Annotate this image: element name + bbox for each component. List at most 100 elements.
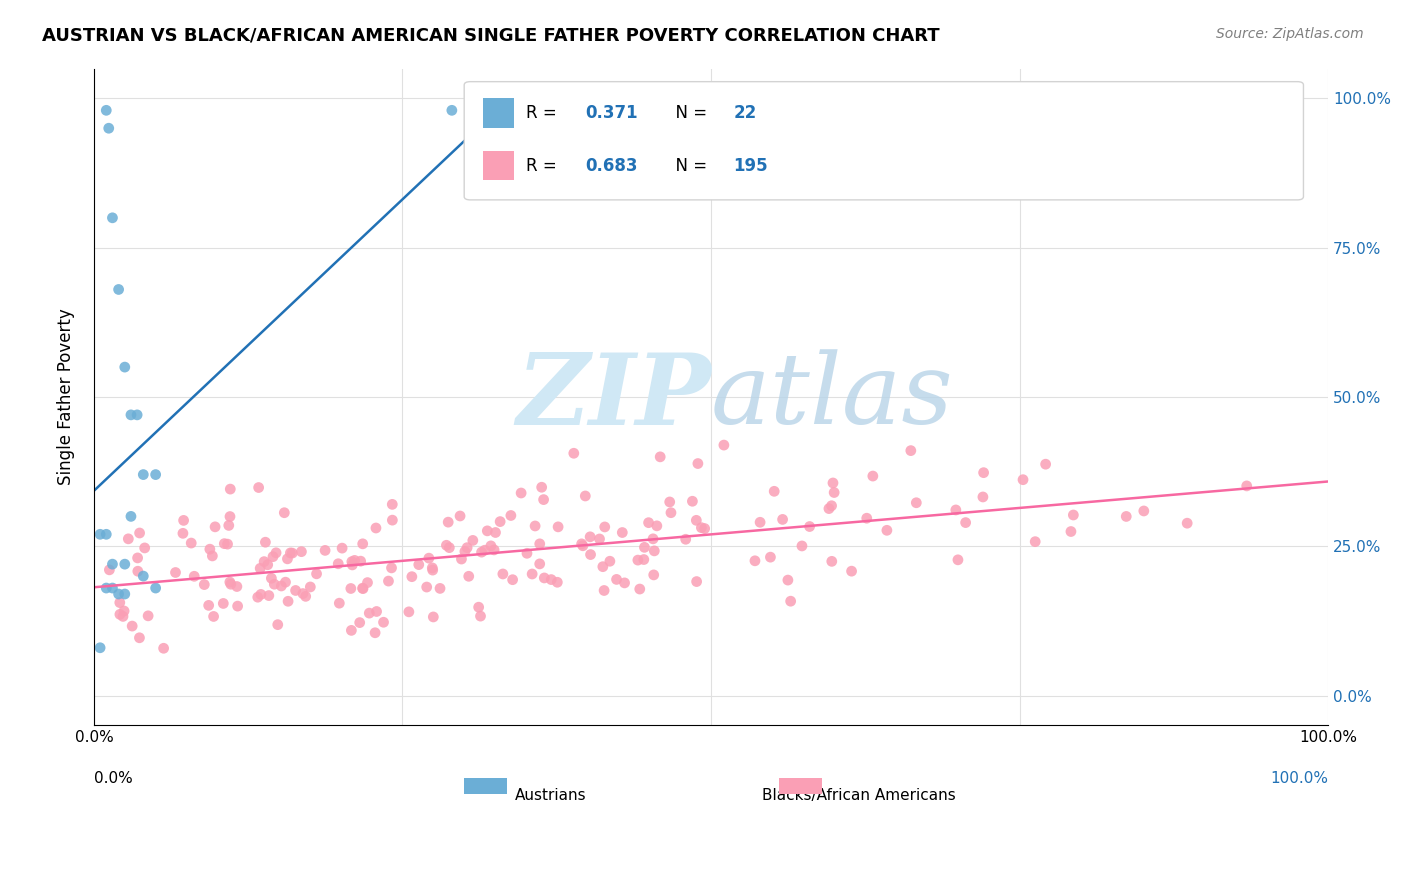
Point: [744, 554, 766, 568]
Point: [574, 489, 596, 503]
Point: [437, 515, 460, 529]
Point: [253, 555, 276, 569]
Point: [350, 554, 373, 568]
FancyBboxPatch shape: [482, 151, 513, 180]
Point: [449, 508, 471, 523]
Point: [862, 469, 884, 483]
Point: [193, 577, 215, 591]
Point: [352, 582, 374, 596]
Point: [479, 539, 502, 553]
Point: [779, 594, 801, 608]
Point: [713, 438, 735, 452]
FancyBboxPatch shape: [464, 82, 1303, 200]
Point: [97, 121, 120, 136]
Point: [820, 499, 842, 513]
Point: [267, 617, 290, 632]
Point: [579, 530, 602, 544]
Point: [270, 579, 292, 593]
Point: [686, 457, 709, 471]
Y-axis label: Single Father Poverty: Single Father Poverty: [58, 309, 75, 485]
Point: [225, 580, 247, 594]
Point: [681, 494, 703, 508]
Point: [340, 555, 363, 569]
Point: [1012, 473, 1035, 487]
Point: [377, 574, 399, 588]
Point: [450, 552, 472, 566]
Point: [276, 551, 298, 566]
Text: Source: ZipAtlas.com: Source: ZipAtlas.com: [1216, 27, 1364, 41]
Text: N =: N =: [665, 157, 713, 175]
Point: [529, 537, 551, 551]
Point: [127, 408, 149, 422]
Point: [114, 587, 136, 601]
Point: [593, 520, 616, 534]
Point: [218, 575, 240, 590]
Point: [299, 580, 322, 594]
Point: [359, 606, 381, 620]
Point: [101, 557, 124, 571]
Point: [641, 532, 664, 546]
Point: [274, 575, 297, 590]
Point: [291, 586, 314, 600]
Point: [599, 554, 621, 568]
Text: 195: 195: [734, 157, 768, 175]
Point: [120, 408, 142, 422]
Point: [204, 520, 226, 534]
Text: R =: R =: [526, 104, 562, 122]
Point: [772, 512, 794, 526]
Point: [114, 557, 136, 571]
Point: [226, 599, 249, 613]
Point: [352, 581, 374, 595]
Point: [972, 490, 994, 504]
Point: [454, 544, 477, 558]
Point: [1236, 479, 1258, 493]
Point: [201, 549, 224, 563]
Point: [628, 582, 651, 596]
Point: [257, 589, 280, 603]
Point: [612, 525, 634, 540]
Point: [108, 607, 131, 622]
Point: [659, 506, 682, 520]
Text: ZIP: ZIP: [516, 349, 711, 445]
Point: [111, 609, 134, 624]
Point: [380, 561, 402, 575]
Point: [529, 557, 551, 571]
Point: [945, 503, 967, 517]
Point: [121, 619, 143, 633]
Point: [461, 533, 484, 548]
Point: [471, 545, 494, 559]
Text: 100.0%: 100.0%: [1270, 772, 1329, 787]
Point: [499, 508, 522, 523]
Point: [456, 541, 478, 555]
Point: [477, 524, 499, 538]
Text: AUSTRIAN VS BLACK/AFRICAN AMERICAN SINGLE FATHER POVERTY CORRELATION CHART: AUSTRIAN VS BLACK/AFRICAN AMERICAN SINGL…: [42, 27, 939, 45]
Point: [247, 481, 270, 495]
Point: [314, 543, 336, 558]
Point: [685, 574, 707, 589]
Point: [381, 513, 404, 527]
Point: [650, 450, 672, 464]
Point: [1175, 516, 1198, 531]
Point: [273, 506, 295, 520]
Point: [763, 484, 786, 499]
Point: [415, 580, 437, 594]
Point: [173, 513, 195, 527]
Point: [198, 542, 221, 557]
Point: [280, 546, 302, 560]
Point: [114, 360, 136, 375]
FancyBboxPatch shape: [464, 778, 508, 795]
Point: [841, 564, 863, 578]
Point: [96, 527, 118, 541]
Text: 0.0%: 0.0%: [94, 772, 132, 787]
Point: [340, 582, 363, 596]
Point: [172, 526, 194, 541]
Point: [108, 596, 131, 610]
Point: [900, 443, 922, 458]
Point: [218, 518, 240, 533]
Point: [905, 496, 928, 510]
Point: [128, 526, 150, 541]
Point: [546, 575, 568, 590]
Point: [482, 542, 505, 557]
Point: [467, 600, 489, 615]
Point: [533, 492, 555, 507]
